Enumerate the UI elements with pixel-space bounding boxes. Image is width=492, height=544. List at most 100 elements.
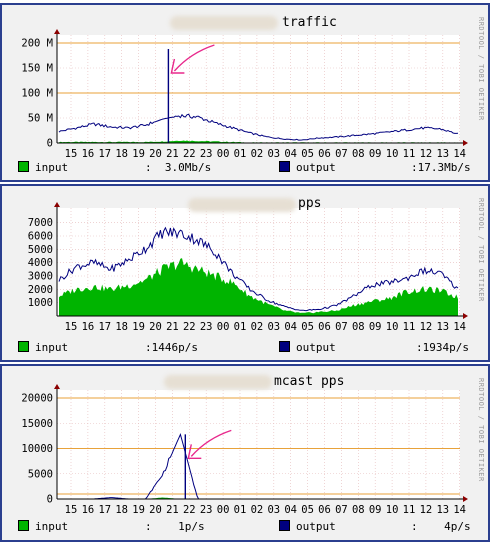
plot-area [57,390,460,499]
x-tick-label: 06 [318,321,331,333]
x-tick-label: 04 [284,148,297,160]
y-axis-arrow [54,384,60,389]
x-tick-label: 10 [386,504,399,516]
x-tick-label: 16 [82,148,95,160]
x-tick-label: 10 [386,321,399,333]
x-tick-label: 13 [436,321,449,333]
x-tick-label: 04 [284,321,297,333]
x-tick-label: 11 [403,504,416,516]
x-tick-label: 18 [115,321,128,333]
y-tick-label: 200 M [21,38,53,50]
x-tick-label: 09 [369,148,382,160]
x-tick-label: 15 [65,504,78,516]
x-tick-label: 20 [149,321,162,333]
x-tick-label: 12 [420,148,433,160]
legend-output-label: output [296,520,336,533]
y-tick-label: 0 [47,494,53,506]
annotation-arrowhead [170,58,185,74]
legend-input: input [18,161,68,175]
x-axis-arrow [463,496,468,502]
x-tick-label: 02 [251,148,264,160]
legend-input-label: input [35,161,69,174]
y-tick-label: 150 M [21,63,53,75]
x-tick-label: 21 [166,148,179,160]
x-tick-label: 18 [115,148,128,160]
y-tick-label: 0 [47,138,53,150]
pps-graph-panel: 1000 2000 3000 4000 5000 6000 7000 15 16 17 18 19 20… [0,184,490,362]
y-tick-label: 7000 [28,217,53,229]
x-tick-label: 12 [420,504,433,516]
mcast-pps-graph-panel: 0 5000 10000 15000 20000 15 16 17 18 19 20 21 22 23 00… [0,364,490,542]
legend-output-label: output [296,341,336,354]
output-swatch [279,341,290,352]
legend-output: output [279,341,336,355]
x-tick-label: 22 [183,148,196,160]
x-tick-label: 15 [65,321,78,333]
x-tick-label: 20 [149,148,162,160]
legend-output-value: :1934p/s [416,341,469,354]
x-tick-label: 02 [251,321,264,333]
x-tick-label: 03 [267,504,280,516]
x-tick-label: 17 [98,148,111,160]
x-tick-label: 08 [352,148,365,160]
x-tick-label: 00 [217,504,230,516]
x-tick-label: 17 [98,321,111,333]
x-tick-label: 11 [403,148,416,160]
x-tick-label: 21 [166,321,179,333]
x-tick-label: 08 [352,321,365,333]
traffic-chart: 0 50 M 100 M 150 M 200 M 15 16 17 18 19 20 21 22 23 00… [21,29,468,160]
x-tick-label: 19 [132,504,145,516]
series-input-area [59,140,458,143]
y-tick-label: 100 M [21,88,53,100]
rrdtool-credit: RRDTOOL / TOBI OETIKER [477,198,485,302]
x-tick-label: 06 [318,148,331,160]
legend-output: output [279,520,336,534]
legend-output: output [279,161,336,175]
legend-input: input [18,520,68,534]
x-tick-label: 19 [132,148,145,160]
plot-area [57,35,460,143]
x-tick-label: 08 [352,504,365,516]
chart-title: mcast pps [274,374,345,389]
x-tick-label: 07 [335,321,348,333]
legend-output-value: :17.3Mb/s [411,161,471,174]
x-tick-label: 14 [453,504,466,516]
x-tick-label: 23 [200,148,213,160]
y-tick-label: 6000 [28,231,53,243]
annotation-arrow [190,429,232,457]
y-tick-label: 1000 [28,297,53,309]
x-tick-label: 01 [234,148,247,160]
legend-input-label: input [35,520,69,533]
x-tick-label: 14 [453,148,466,160]
x-tick-label: 18 [115,504,128,516]
x-tick-label: 07 [335,504,348,516]
x-tick-label: 06 [318,504,331,516]
rrdtool-credit: RRDTOOL / TOBI OETIKER [477,378,485,482]
redacted-hostname [164,375,272,389]
x-tick-label: 21 [166,504,179,516]
input-swatch [18,341,29,352]
x-tick-label: 17 [98,504,111,516]
x-tick-label: 13 [436,504,449,516]
y-axis-arrow [54,202,60,207]
x-tick-label: 22 [183,321,196,333]
x-tick-label: 00 [217,148,230,160]
input-swatch [18,520,29,531]
x-tick-label: 00 [217,321,230,333]
x-tick-label: 11 [403,321,416,333]
legend-output-label: output [296,161,336,174]
x-tick-label: 13 [436,148,449,160]
legend-input-value: : 3.0Mb/s [145,161,212,174]
x-tick-label: 23 [200,504,213,516]
series-output-line [58,226,459,312]
output-swatch [279,520,290,531]
input-swatch [18,161,29,172]
legend-input-label: input [35,341,69,354]
y-tick-label: 3000 [28,271,53,283]
legend-input: input [18,341,68,355]
x-tick-label: 23 [200,321,213,333]
y-axis-arrow [54,29,60,34]
y-tick-label: 20000 [21,393,53,405]
y-tick-label: 15000 [21,418,53,430]
